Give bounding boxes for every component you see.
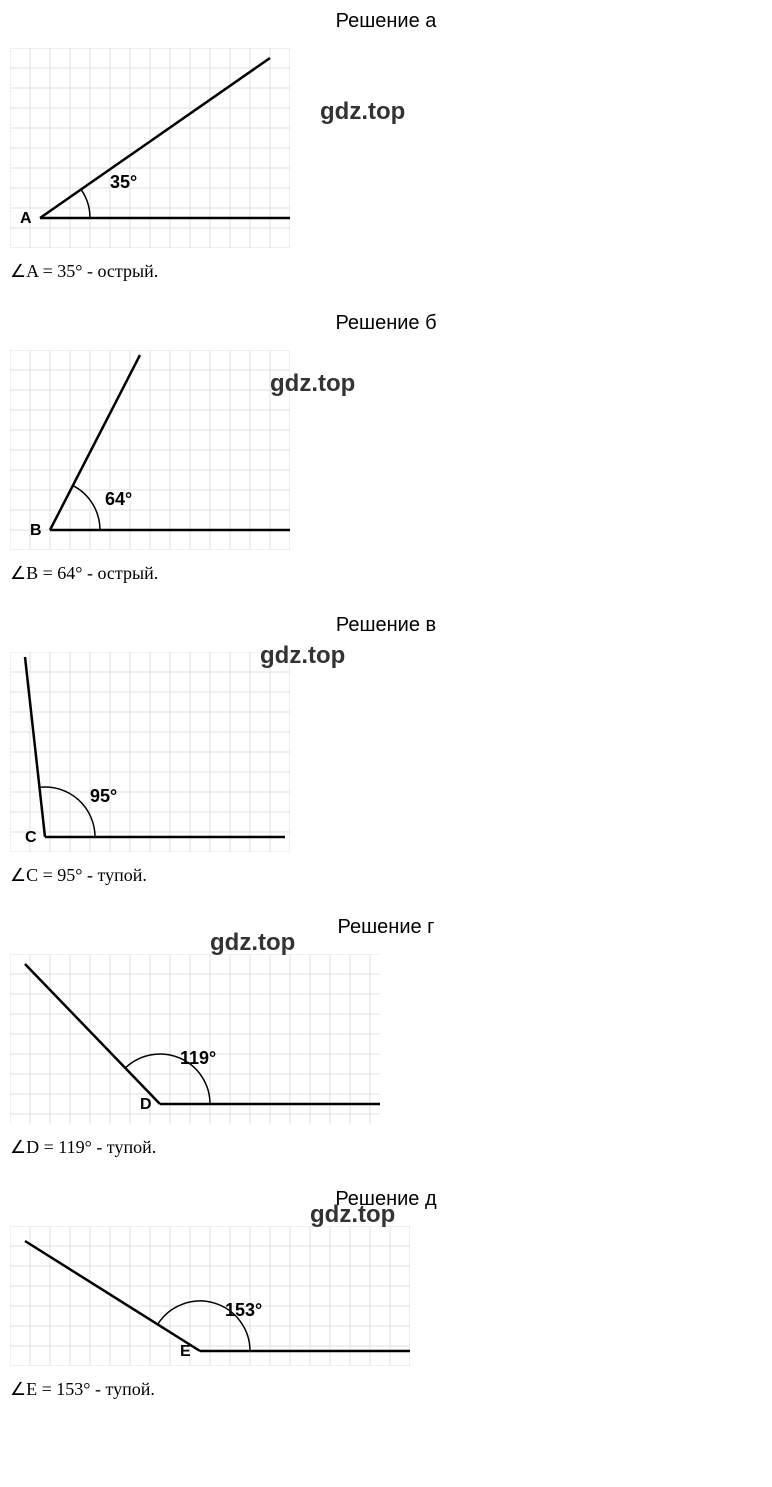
grid-svg: 95° C — [10, 652, 290, 852]
vertex-label: C — [25, 829, 37, 846]
watermark-text: gdz.top — [310, 1201, 395, 1229]
solution-section: Решение г 119° D gdz.top ∠D = 119° - тупо… — [10, 916, 762, 1158]
solution-section: Решение а 35° A gdz.top ∠A = 35° - острый… — [10, 10, 762, 282]
formula-text: ∠C = 95° - тупой. — [10, 865, 762, 886]
watermark-text: gdz.top — [320, 98, 405, 126]
watermark-text: gdz.top — [260, 642, 345, 670]
grid-svg: 153° E — [10, 1226, 410, 1366]
section-title: Решение г — [10, 916, 762, 939]
formula-text: ∠E = 153° - тупой. — [10, 1379, 762, 1400]
grid-svg: 35° A — [10, 48, 290, 248]
angle-value-label: 64° — [105, 489, 132, 509]
vertex-label: E — [180, 1343, 191, 1360]
grid-svg: 119° D — [10, 954, 380, 1124]
angle-diagram: 64° B gdz.top — [10, 350, 290, 550]
vertex-label: D — [140, 1096, 152, 1113]
solution-section: Решение д 153° E gdz.top∠E = 153° - тупо… — [10, 1188, 762, 1400]
vertex-label: B — [30, 522, 42, 539]
angle-value-label: 119° — [180, 1048, 216, 1068]
angle-diagram: 153° E gdz.top — [10, 1226, 410, 1366]
angle-diagram: 35° A gdz.top — [10, 48, 290, 248]
vertex-label: A — [20, 210, 32, 227]
section-title: Решение в — [10, 614, 762, 637]
formula-text: ∠D = 119° - тупой. — [10, 1137, 762, 1158]
formula-text: ∠B = 64° - острый. — [10, 563, 762, 584]
angle-diagram: 95° C gdz.top — [10, 652, 290, 852]
angle-value-label: 95° — [90, 786, 117, 806]
watermark-text: gdz.top — [210, 929, 295, 957]
grid-svg: 64° B — [10, 350, 290, 550]
solution-section: Решение в 95° C gdz.top ∠C = 95° - тупой. — [10, 614, 762, 886]
section-title: Решение а — [10, 10, 762, 33]
angle-value-label: 153° — [225, 1300, 262, 1320]
angle-diagram: 119° D gdz.top — [10, 954, 380, 1124]
formula-text: ∠A = 35° - острый. — [10, 261, 762, 282]
section-title: Решение б — [10, 312, 762, 335]
angle-value-label: 35° — [110, 172, 137, 192]
solution-section: Решение б 64° B gdz.top ∠B = 64° - острый… — [10, 312, 762, 584]
watermark-text: gdz.top — [270, 370, 355, 398]
